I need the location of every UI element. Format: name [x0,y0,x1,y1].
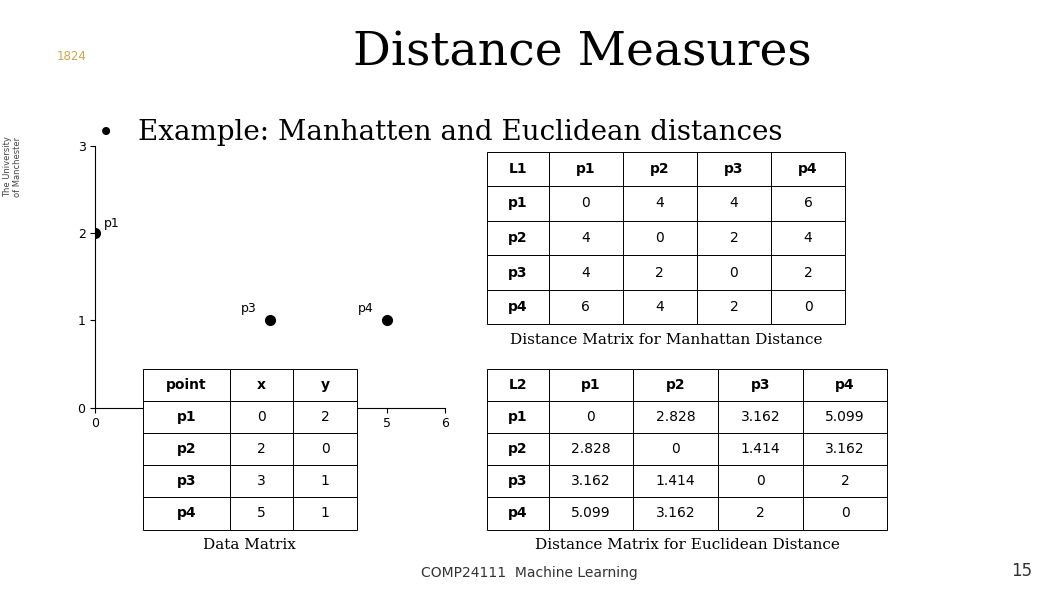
Text: 4: 4 [581,231,590,245]
Text: 2: 2 [756,506,765,521]
Text: 3: 3 [257,474,266,488]
Text: 1: 1 [321,506,329,521]
Text: 6: 6 [804,196,812,211]
Text: p4: p4 [836,378,855,392]
Text: p3: p3 [508,474,527,488]
Text: 1824: 1824 [56,50,87,63]
Text: 2: 2 [804,265,812,280]
Text: 0: 0 [756,474,765,488]
Text: 0: 0 [581,196,590,211]
Text: 2: 2 [841,474,849,488]
Text: p1: p1 [177,410,196,424]
Text: 2: 2 [321,410,329,424]
Text: 0: 0 [321,442,329,456]
Text: x: x [257,378,266,392]
Text: p4: p4 [508,300,527,314]
Text: p4: p4 [508,506,527,521]
Text: 1: 1 [321,474,329,488]
Text: p3: p3 [751,378,770,392]
Text: Distance Matrix for Manhattan Distance: Distance Matrix for Manhattan Distance [509,333,823,347]
Text: Distance Matrix for Euclidean Distance: Distance Matrix for Euclidean Distance [535,538,840,553]
Text: 6: 6 [581,300,590,314]
Text: p2: p2 [508,231,527,245]
Text: 5.099: 5.099 [825,410,865,424]
Text: Example: Manhatten and Euclidean distances: Example: Manhatten and Euclidean distanc… [138,119,783,146]
Text: 4: 4 [656,300,664,314]
Text: p4: p4 [798,162,818,176]
Text: Data Matrix: Data Matrix [203,538,297,553]
Text: L2: L2 [508,378,527,392]
Text: 5: 5 [257,506,266,521]
Text: 0: 0 [730,265,738,280]
Text: Distance Measures: Distance Measures [353,30,812,75]
Text: 2: 2 [730,300,738,314]
Text: p3: p3 [508,265,527,280]
Text: 0: 0 [587,410,595,424]
Text: 3.162: 3.162 [656,506,696,521]
Text: p2: p2 [177,442,196,456]
Text: p1: p1 [104,217,120,230]
Text: p3: p3 [241,302,256,315]
Text: 0: 0 [841,506,849,521]
Text: 2: 2 [656,265,664,280]
Text: 4: 4 [730,196,738,211]
Text: 0: 0 [257,410,266,424]
Text: p1: p1 [508,196,527,211]
Text: 4: 4 [656,196,664,211]
Text: 3.162: 3.162 [571,474,611,488]
Text: COMP24111  Machine Learning: COMP24111 Machine Learning [421,566,638,580]
Text: p1: p1 [581,378,600,392]
Text: y: y [321,378,329,392]
Text: p2: p2 [650,162,669,176]
Text: 2.828: 2.828 [571,442,611,456]
Text: 3.162: 3.162 [825,442,865,456]
Text: 1.414: 1.414 [740,442,780,456]
Text: 15: 15 [1011,562,1033,580]
Text: p4: p4 [358,302,373,315]
Text: p4: p4 [177,506,196,521]
Text: 5.099: 5.099 [571,506,611,521]
Text: 0: 0 [656,231,664,245]
Text: 4: 4 [581,265,590,280]
Text: 3.162: 3.162 [740,410,780,424]
Text: p2: p2 [508,442,527,456]
Text: p1: p1 [576,162,595,176]
Text: 4: 4 [804,231,812,245]
Text: p2: p2 [183,389,198,402]
Text: 0: 0 [804,300,812,314]
Text: •: • [97,119,114,147]
Text: The University
of Manchester: The University of Manchester [3,136,22,197]
Text: MANCHEsTER: MANCHEsTER [16,21,127,36]
Text: p3: p3 [724,162,743,176]
Text: L1: L1 [508,162,527,176]
Text: 1.414: 1.414 [656,474,696,488]
Text: 0: 0 [671,442,680,456]
Text: 2: 2 [730,231,738,245]
Text: point: point [166,378,207,392]
Text: 2.828: 2.828 [656,410,696,424]
Text: p3: p3 [177,474,196,488]
Text: p1: p1 [508,410,527,424]
Text: 2: 2 [257,442,266,456]
Text: p2: p2 [666,378,685,392]
